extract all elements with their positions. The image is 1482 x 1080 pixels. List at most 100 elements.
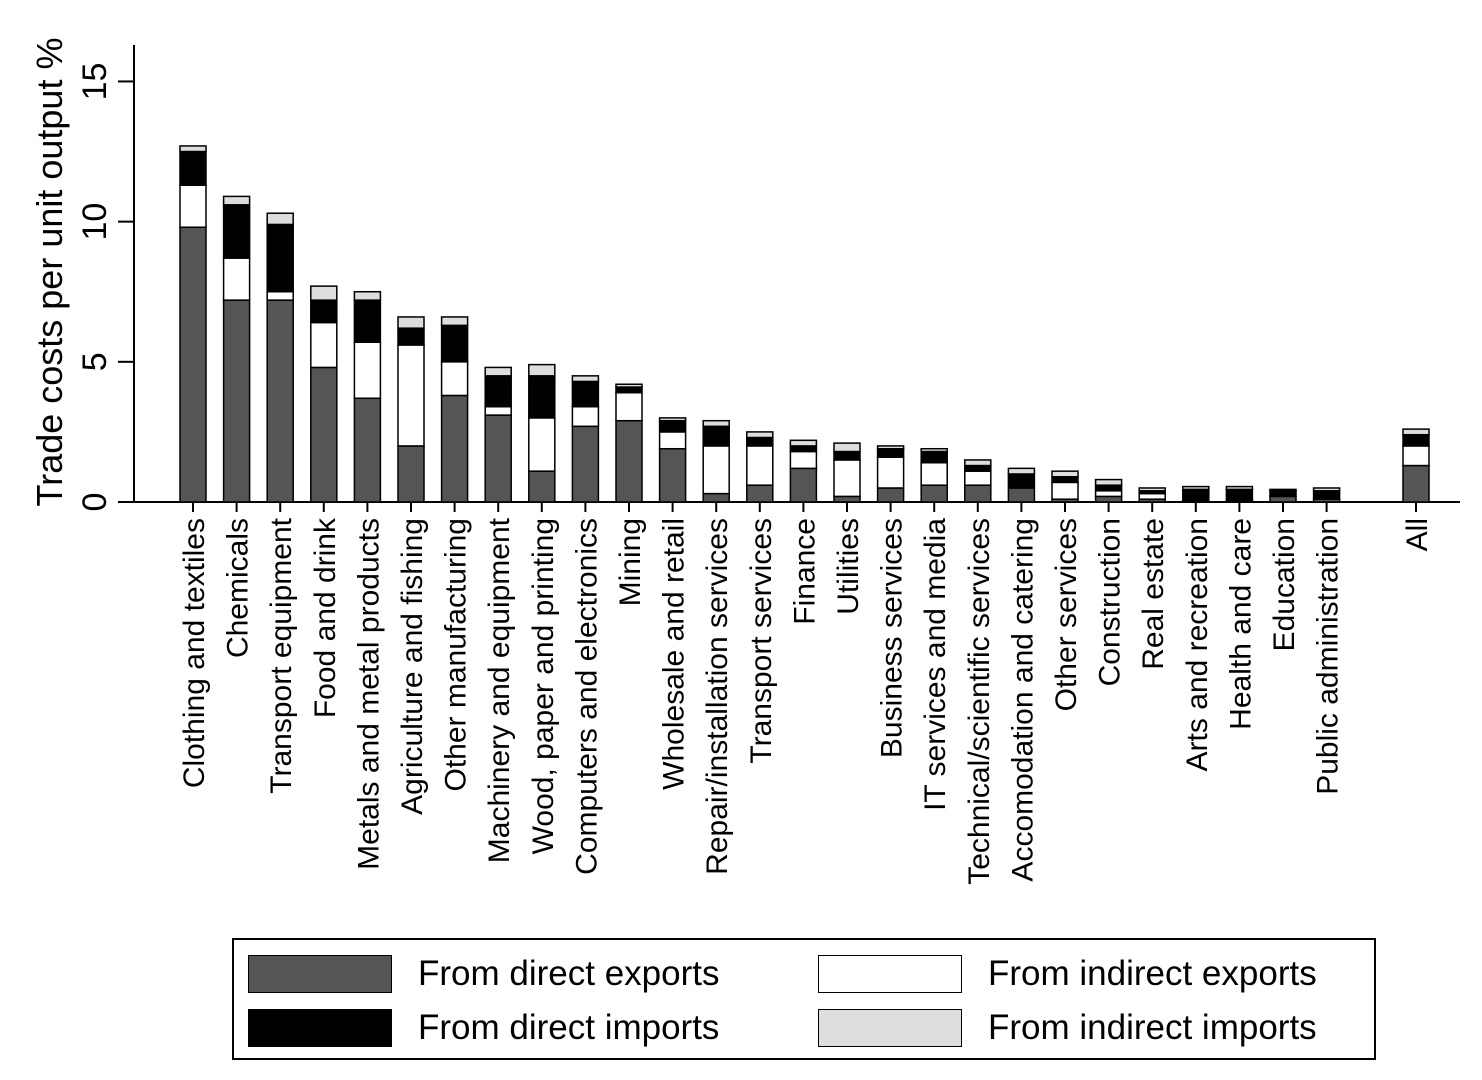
bar-segment <box>964 464 992 472</box>
bar-segment <box>571 405 600 428</box>
bar-segment <box>1269 495 1297 503</box>
bar-segment <box>397 344 425 447</box>
bar-segment <box>658 419 687 433</box>
bar-segment <box>1269 488 1297 492</box>
bar-segment <box>1007 467 1036 475</box>
bar-segment <box>833 442 861 453</box>
legend-item-indirect-exports: From indirect exports <box>818 954 1317 994</box>
y-axis: 0 5 10 15 <box>76 45 135 512</box>
bar-segment <box>440 361 469 397</box>
bar-segment <box>615 383 643 388</box>
bar-segment <box>1051 470 1079 478</box>
bar-segment <box>615 386 643 394</box>
bar-segment <box>310 299 338 324</box>
legend-item-indirect-imports: From indirect imports <box>818 1008 1317 1048</box>
bar-segment <box>1051 481 1079 500</box>
bar-segment <box>1182 488 1210 502</box>
bar-segment <box>702 445 730 495</box>
legend-label: From direct imports <box>418 1008 720 1047</box>
bar-segment <box>1094 490 1123 498</box>
legend-swatch-indirect-exports <box>818 955 962 993</box>
bar-segment <box>310 321 338 369</box>
bar-segment <box>920 447 948 453</box>
bar-segment <box>440 316 469 327</box>
bar-segment <box>528 417 556 472</box>
y-tick-label: 15 <box>76 63 114 101</box>
bar-segment <box>964 484 992 503</box>
x-tick-label: Education <box>1268 518 1301 651</box>
x-tick-label: Transport equipment <box>265 517 298 793</box>
bar-segment <box>571 375 600 383</box>
x-tick-label: Public administration <box>1312 518 1345 795</box>
bar-segment <box>310 366 338 503</box>
legend-swatch-direct-imports <box>248 1009 392 1047</box>
x-tick-label: Wholesale and retail <box>658 518 691 790</box>
x-tick-label: Food and drink <box>309 517 342 718</box>
bar-segment <box>1138 487 1166 492</box>
x-axis: Clothing and textiles Chemicals Transport … <box>134 501 1460 885</box>
bar-segment <box>789 439 818 447</box>
bars <box>179 145 1430 503</box>
x-tick-label: Arts and recreation <box>1181 518 1214 771</box>
bar-segment <box>1007 487 1036 503</box>
x-tick-label: Repair/installation services <box>701 518 734 875</box>
bar-segment <box>1094 495 1123 503</box>
bar-segment <box>222 299 251 503</box>
legend-swatch-indirect-imports <box>818 1009 962 1047</box>
x-tick-label: Machinery and equipment <box>483 517 516 863</box>
y-tick-label: 0 <box>76 493 114 512</box>
bar-segment <box>876 445 905 450</box>
bar-segment <box>876 456 905 489</box>
bar-segment <box>746 484 774 503</box>
bar-segment <box>964 459 992 467</box>
bar-segment <box>833 495 861 503</box>
y-tick-label: 5 <box>76 352 114 371</box>
bar-segment <box>920 461 948 486</box>
bar-segment <box>179 150 207 186</box>
x-tick-label: Agriculture and fishing <box>396 518 429 815</box>
bar-segment <box>266 299 294 503</box>
bar-segment <box>353 397 382 503</box>
bar-segment <box>179 184 207 228</box>
bar-segment <box>397 445 425 503</box>
bar-segment <box>964 470 992 486</box>
bar-segment <box>528 470 556 503</box>
bar-segment <box>615 391 643 422</box>
bar-segment <box>397 316 425 329</box>
x-tick-label: Accomodation and catering <box>1006 518 1039 882</box>
bar-segment <box>876 487 905 503</box>
bar-segment <box>789 467 818 503</box>
bar-segment <box>1312 490 1341 500</box>
bar-segment <box>484 375 512 408</box>
x-tick-label: Technical/scientific services <box>963 518 996 885</box>
bar-segment <box>266 212 294 226</box>
bar-segment <box>702 425 730 447</box>
y-tick-label: 10 <box>76 203 114 241</box>
legend-item-direct-exports: From direct exports <box>248 954 719 994</box>
x-tick-label: Health and care <box>1224 518 1257 730</box>
x-tick-label: Utilities <box>832 518 865 615</box>
bar-segment <box>222 204 251 259</box>
bar-segment <box>353 341 382 400</box>
bar-segment <box>528 375 556 419</box>
bar-segment <box>440 394 469 503</box>
bar-segment <box>310 285 338 301</box>
x-tick-label: Wood, paper and printing <box>527 518 560 854</box>
legend: From direct exports From indirect export… <box>232 938 1376 1060</box>
bar-segment <box>484 414 512 503</box>
x-tick-label: Finance <box>788 518 821 625</box>
x-tick-label: Metals and metal products <box>352 518 385 870</box>
bar-segment <box>484 405 512 416</box>
bar-segment <box>658 447 687 503</box>
x-tick-label: Mining <box>614 518 647 606</box>
legend-swatch-direct-exports <box>248 955 392 993</box>
bar-segment <box>1402 428 1430 436</box>
legend-item-direct-imports: From direct imports <box>248 1008 719 1048</box>
bar-segment <box>266 223 294 293</box>
bar-segment <box>746 431 774 439</box>
bar-segment <box>1138 492 1166 500</box>
bar-segment <box>746 436 774 447</box>
bar-segment <box>1007 473 1036 489</box>
bar-segment <box>528 363 556 377</box>
bar-segment <box>1269 490 1297 498</box>
